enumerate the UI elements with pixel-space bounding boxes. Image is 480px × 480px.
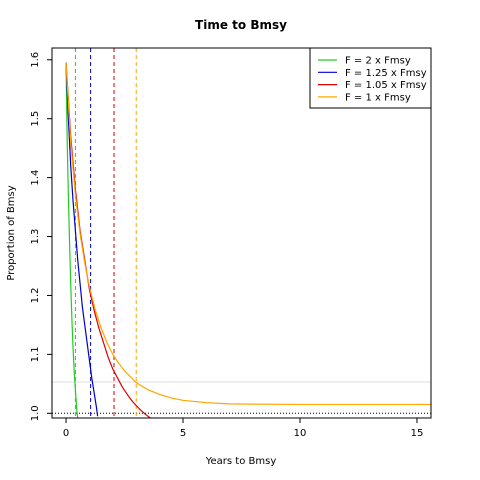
y-tick-label: 1.0 xyxy=(30,405,41,421)
y-tick-label: 1.6 xyxy=(30,52,41,68)
y-tick-label: 1.4 xyxy=(30,170,41,186)
plot-frame xyxy=(51,47,432,419)
legend-box xyxy=(309,47,432,109)
series-line xyxy=(65,62,99,417)
series-line xyxy=(65,62,151,418)
x-tick-label: 5 xyxy=(180,428,186,439)
plot-inner xyxy=(52,48,431,418)
x-tick-label: 15 xyxy=(411,428,424,439)
series-line xyxy=(65,62,79,418)
y-tick-label: 1.2 xyxy=(30,287,41,303)
legend-entry: F = 1 x Fmsy xyxy=(345,92,411,103)
x-tick-label: 0 xyxy=(63,428,69,439)
legend-entry: F = 2 x Fmsy xyxy=(345,56,411,67)
legend-entry: F = 1.25 x Fmsy xyxy=(345,68,427,79)
y-tick-label: 1.1 xyxy=(30,346,41,362)
chart-title: Time to Bmsy xyxy=(195,18,287,32)
series-line xyxy=(65,62,431,406)
y-tick-label: 1.5 xyxy=(30,111,41,127)
y-axis-label: Proportion of Bmsy xyxy=(6,185,17,280)
legend-entry: F = 1.05 x Fmsy xyxy=(345,80,427,91)
plot-area: 0 5 10 15 1.0 1.1 1.2 1.3 1.4 1.5 1.6 xyxy=(30,47,432,439)
y-tick-label: 1.3 xyxy=(30,229,41,245)
x-tick-label: 10 xyxy=(294,428,307,439)
x-axis-label: Years to Bmsy xyxy=(205,456,277,467)
